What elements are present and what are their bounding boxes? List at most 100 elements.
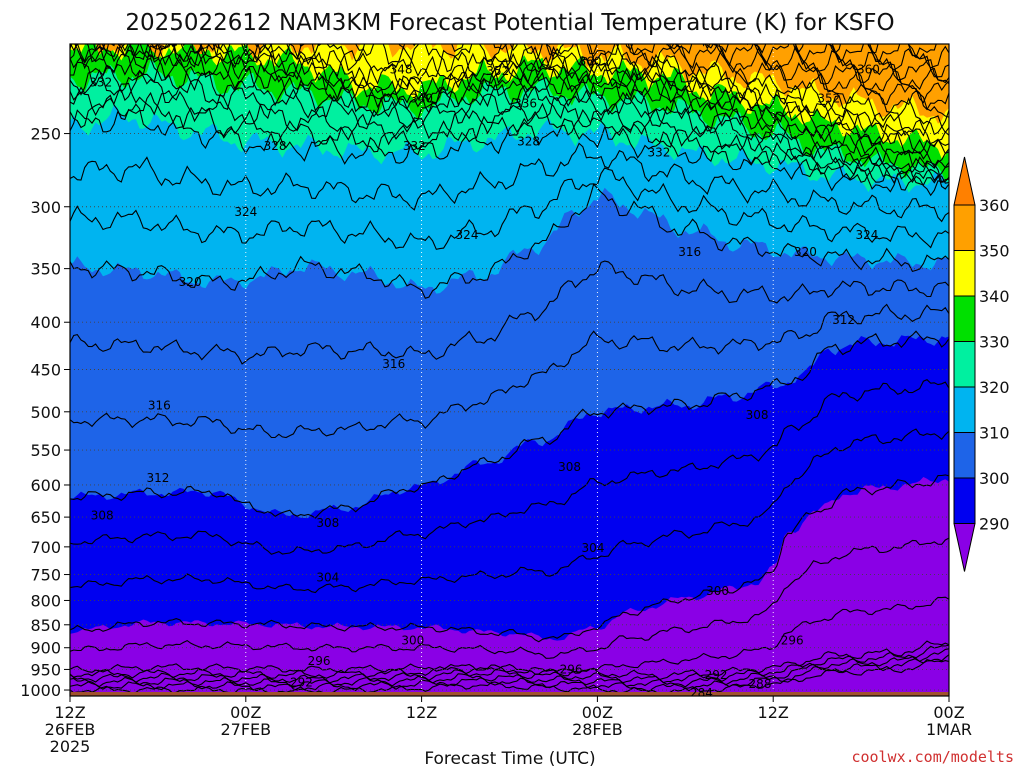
colorbar-segment — [953, 477, 976, 524]
isentrope-label: 308 — [316, 516, 339, 530]
y-tick-label: 300 — [30, 198, 61, 217]
y-tick-label: 250 — [30, 125, 61, 144]
svg-text:336: 336 — [514, 97, 537, 111]
isentrope-label: 304 — [582, 541, 605, 555]
isentrope-label: 308 — [91, 508, 114, 522]
isentrope-line — [70, 303, 949, 439]
colorbar-segment — [953, 341, 976, 388]
y-tick-label: 1000 — [20, 681, 61, 700]
isentrope-label: 316 — [678, 245, 701, 259]
isentrope-line — [70, 654, 949, 693]
colorbar: 360 350 340 330 320 310 300 290 — [953, 156, 1010, 572]
isentrope-line — [70, 183, 949, 299]
colorbar-segment — [953, 250, 976, 297]
svg-text:296: 296 — [781, 634, 804, 648]
isentrope-label: 360 — [857, 62, 880, 76]
isentrope-label-layer: 360 360 348 352 332 340 336 352 328 332 328 332 324 3… — [89, 55, 880, 700]
grid-layer — [70, 44, 949, 696]
x-tick-label: 27FEB — [220, 720, 271, 739]
isentrope-label: 312 — [146, 471, 169, 485]
svg-text:284: 284 — [690, 686, 713, 700]
colorbar-label: 300 — [979, 469, 1010, 488]
isentrope-label: 328 — [517, 135, 540, 149]
isentrope-label: 336 — [514, 97, 537, 111]
isentrope-label: 312 — [832, 313, 855, 327]
isentrope-line — [70, 648, 949, 688]
isentrope-label: 332 — [89, 75, 112, 89]
x-tick-label: 26FEB — [45, 720, 96, 739]
svg-text:324: 324 — [456, 228, 479, 242]
isentrope-label: 320 — [179, 275, 202, 289]
isentrope-label: 300 — [706, 584, 729, 598]
y-tick-label: 350 — [30, 260, 61, 279]
svg-text:360: 360 — [857, 62, 880, 76]
isentrope-label: 340 — [410, 91, 433, 105]
isentrope-label: 300 — [401, 634, 424, 648]
isentrope-label: 284 — [690, 686, 713, 700]
svg-text:320: 320 — [179, 275, 202, 289]
isentrope-label: 324 — [234, 205, 257, 219]
y-tick-label: 800 — [30, 591, 61, 610]
colorbar-segment — [953, 386, 976, 433]
isentrope-label: 320 — [794, 245, 817, 259]
colorbar-label: 330 — [979, 333, 1010, 352]
x-tick-label: 00Z — [582, 703, 613, 722]
svg-text:360: 360 — [579, 55, 602, 69]
x-tick-label: 28FEB — [572, 720, 623, 739]
isentrope-line — [70, 644, 949, 684]
chart-title: 2025022612 NAM3KM Forecast Potential Tem… — [125, 10, 894, 36]
isentrope-label: 352 — [817, 91, 840, 105]
isentrope-label: 316 — [148, 398, 171, 412]
x-tick-label: 1MAR — [926, 720, 972, 739]
svg-text:348: 348 — [390, 62, 413, 76]
isentrope-label: 316 — [382, 357, 405, 371]
y-tick-label: 900 — [30, 639, 61, 658]
y-tick-label: 450 — [30, 361, 61, 380]
svg-text:316: 316 — [678, 245, 701, 259]
svg-text:332: 332 — [403, 139, 426, 153]
ground-surface — [70, 692, 949, 696]
isentrope-label: 332 — [647, 145, 670, 159]
svg-text:308: 308 — [746, 408, 769, 422]
svg-text:292: 292 — [705, 668, 728, 682]
isentrope-line — [70, 53, 949, 173]
isentrope-line — [70, 44, 949, 118]
svg-text:352: 352 — [817, 91, 840, 105]
svg-text:308: 308 — [316, 516, 339, 530]
isentrope-line — [70, 379, 949, 555]
svg-text:332: 332 — [89, 75, 112, 89]
isentrope-label: 308 — [558, 460, 581, 474]
isentrope-label: 324 — [856, 228, 879, 242]
svg-text:288: 288 — [749, 677, 772, 691]
colorbar-label: 350 — [979, 242, 1010, 261]
y-tick-label: 500 — [30, 403, 61, 422]
svg-text:324: 324 — [856, 228, 879, 242]
y-tick-label: 750 — [30, 566, 61, 585]
svg-text:324: 324 — [234, 205, 257, 219]
colorbar-label: 340 — [979, 287, 1010, 306]
colorbar-over-arrow — [953, 156, 976, 206]
y-tick-label: 550 — [30, 441, 61, 460]
isentrope-label: 292 — [290, 675, 313, 689]
svg-text:352: 352 — [486, 64, 509, 78]
svg-text:328: 328 — [517, 135, 540, 149]
isentrope-line — [70, 260, 949, 365]
isentrope-label: 348 — [390, 62, 413, 76]
isentrope-line — [70, 68, 949, 185]
isentrope-line — [702, 44, 949, 84]
svg-text:308: 308 — [91, 508, 114, 522]
isentrope-line — [549, 44, 949, 111]
isentrope-label: 360 — [579, 55, 602, 69]
x-tick-label: 00Z — [230, 703, 261, 722]
isentrope-label: 296 — [308, 654, 331, 668]
isentrope-line — [70, 596, 949, 675]
isentrope-label: 328 — [264, 139, 287, 153]
isentrope-line — [70, 44, 949, 136]
colorbar-segment — [953, 204, 976, 251]
colorbar-label: 290 — [979, 515, 1010, 534]
svg-text:304: 304 — [582, 541, 605, 555]
y-tick-label: 950 — [30, 660, 61, 679]
temperature-fill-layer — [70, 44, 949, 696]
svg-text:300: 300 — [706, 584, 729, 598]
isentrope-line — [70, 57, 949, 183]
